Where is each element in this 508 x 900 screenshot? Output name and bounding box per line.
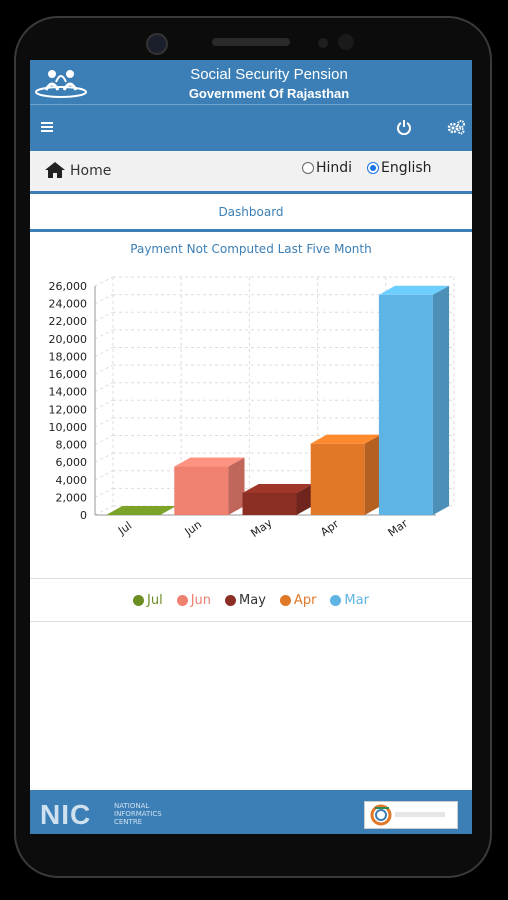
bar-side bbox=[432, 285, 450, 515]
legend-label: May bbox=[239, 592, 266, 608]
hindi-radio[interactable] bbox=[302, 162, 314, 174]
hindi-option[interactable]: Hindi bbox=[302, 160, 352, 176]
y-tick-label: 14,000 bbox=[49, 386, 88, 399]
legend-label: Jun bbox=[190, 592, 212, 608]
legend-label: Jul bbox=[147, 592, 163, 608]
legend-item-apr[interactable]: Apr bbox=[279, 592, 317, 608]
grid-line bbox=[94, 311, 114, 322]
legend-swatch bbox=[225, 594, 237, 606]
nic-name: NATIONAL INFORMATICS CENTRE bbox=[114, 802, 162, 826]
proximity-sensor bbox=[318, 38, 328, 48]
app-subtitle: Government Of Rajasthan bbox=[188, 86, 350, 101]
legend-item-jul[interactable]: Jul bbox=[133, 593, 163, 608]
grid-line bbox=[94, 487, 114, 498]
grid-line bbox=[94, 399, 114, 410]
legend-swatch bbox=[279, 594, 291, 606]
y-tick-label: 18,000 bbox=[49, 350, 88, 363]
bar-mar bbox=[378, 285, 450, 515]
grid-line bbox=[94, 452, 114, 463]
bar-front bbox=[174, 466, 229, 515]
grid-line bbox=[94, 470, 114, 481]
y-tick-label: 12,000 bbox=[49, 403, 88, 416]
bar-jul bbox=[106, 506, 177, 515]
y-tick-label: 26,000 bbox=[49, 280, 88, 293]
y-tick-label: 2,000 bbox=[56, 491, 88, 504]
y-tick-label: 20,000 bbox=[49, 333, 88, 346]
bar-apr bbox=[310, 434, 381, 515]
x-tick-label: May bbox=[248, 516, 274, 540]
toolbar bbox=[30, 104, 472, 151]
english-label: English bbox=[381, 160, 432, 176]
home-icon[interactable] bbox=[44, 161, 66, 179]
hindi-label: Hindi bbox=[316, 160, 353, 176]
y-tick-label: 6,000 bbox=[56, 456, 88, 469]
bar-side bbox=[364, 434, 381, 515]
nic-logo: NIC bbox=[40, 799, 92, 830]
grid-line bbox=[94, 364, 114, 375]
x-tick-label: Jun bbox=[182, 518, 204, 539]
y-tick-label: 22,000 bbox=[49, 315, 88, 328]
y-tick-label: 0 bbox=[80, 509, 87, 522]
chart-legend: Jul Jun May Apr Mar bbox=[30, 578, 472, 622]
x-tick-label: Mar bbox=[386, 517, 411, 540]
home-link[interactable]: Home bbox=[70, 163, 112, 179]
grid-line bbox=[94, 347, 114, 357]
bar-top bbox=[242, 483, 313, 493]
english-option[interactable]: English bbox=[367, 160, 432, 176]
legend-item-mar[interactable]: Mar bbox=[330, 593, 369, 608]
bar-chart: 0 2,000 4,000 6,000 8,000 10,000 12,000 14,000 1… bbox=[49, 276, 455, 540]
chart-title: Payment Not Computed Last Five Month bbox=[130, 242, 372, 256]
front-camera bbox=[146, 33, 168, 55]
x-tick-label: Apr bbox=[318, 517, 341, 539]
legend-swatch bbox=[133, 594, 145, 606]
pension-logo-icon bbox=[35, 70, 87, 98]
bar-side bbox=[296, 483, 313, 515]
gear-icon[interactable] bbox=[446, 119, 466, 135]
grid-line bbox=[94, 329, 114, 340]
grid-line bbox=[94, 294, 114, 305]
power-icon[interactable] bbox=[396, 119, 412, 135]
grid-line bbox=[94, 276, 114, 287]
y-tick-label: 8,000 bbox=[56, 439, 88, 452]
bar-side bbox=[228, 457, 245, 515]
legend-item-may[interactable]: May bbox=[225, 593, 266, 608]
bar-top bbox=[106, 506, 177, 515]
app-footer: NIC NATIONAL INFORMATICS CENTRE bbox=[30, 790, 472, 834]
bar-front bbox=[378, 294, 433, 515]
bar-top bbox=[378, 285, 450, 295]
x-tick-label: Jul bbox=[115, 519, 134, 538]
bar-front bbox=[310, 443, 365, 515]
earpiece-speaker bbox=[212, 38, 290, 46]
bar-jun bbox=[174, 457, 245, 515]
legend-swatch bbox=[176, 594, 188, 606]
menu-icon[interactable] bbox=[40, 120, 54, 134]
grid-line bbox=[94, 435, 114, 445]
app-header: Social Security Pension Government Of Ra… bbox=[30, 60, 472, 104]
y-tick-label: 10,000 bbox=[49, 421, 88, 434]
english-radio[interactable] bbox=[367, 162, 379, 174]
app-title: Social Security Pension bbox=[190, 66, 348, 83]
y-tick-label: 24,000 bbox=[49, 298, 88, 311]
legend-label: Mar bbox=[344, 592, 369, 608]
grid-line bbox=[94, 382, 114, 393]
grid-line bbox=[94, 417, 114, 428]
app-screen: Social Security Pension Government Of Ra… bbox=[30, 60, 472, 834]
light-sensor bbox=[338, 34, 354, 50]
y-tick-label: 16,000 bbox=[49, 368, 88, 381]
bar-top bbox=[310, 434, 381, 444]
bar-front bbox=[242, 492, 297, 515]
bar-top bbox=[174, 457, 245, 467]
legend-swatch bbox=[330, 594, 342, 606]
navigation-row: Home Hindi English bbox=[30, 151, 472, 194]
legend-label: Apr bbox=[293, 592, 317, 608]
bar-may bbox=[242, 483, 313, 515]
dashboard-tab[interactable]: Dashboard bbox=[30, 195, 472, 232]
digital-india-logo bbox=[364, 801, 458, 829]
chart-area: 0 2,000 4,000 6,000 8,000 10,000 12,000 14,000 1… bbox=[30, 258, 472, 568]
legend-item-jun[interactable]: Jun bbox=[176, 592, 212, 608]
y-tick-label: 4,000 bbox=[56, 474, 88, 487]
